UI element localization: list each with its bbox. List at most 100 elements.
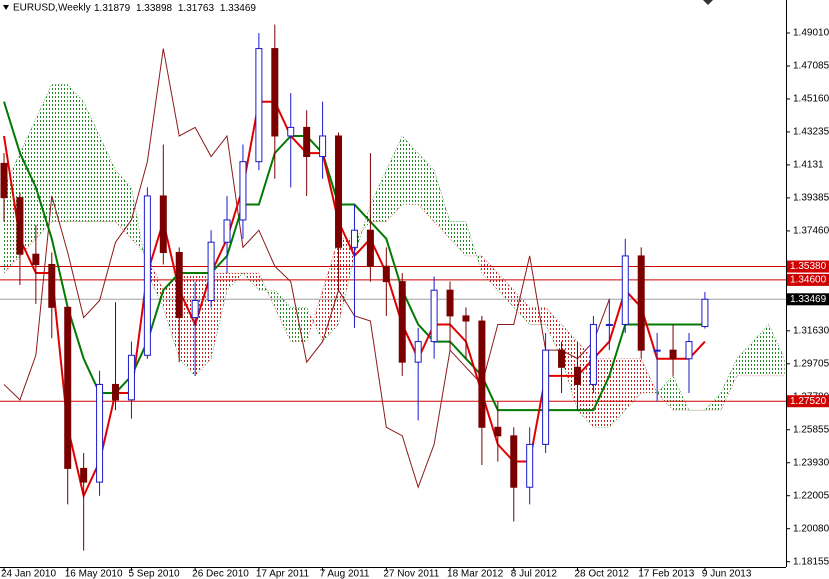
cloud-segment (322, 238, 339, 342)
cloud-segment (4, 153, 20, 274)
x-tick-label: 7 Aug 2011 (320, 569, 370, 579)
x-tick-label: 9 Jun 2013 (702, 569, 752, 579)
cloud-segment (274, 290, 291, 342)
cloud-segment (306, 290, 323, 342)
x-tick-label: 17 Feb 2013 (638, 569, 695, 579)
candle-body (398, 281, 406, 363)
candle-body (350, 229, 358, 248)
cloud-segment (19, 118, 36, 256)
candle-body (701, 298, 709, 328)
candle-body (191, 299, 199, 319)
candle-body (526, 443, 534, 488)
candle-body (175, 251, 183, 319)
cloud-segment (67, 84, 84, 222)
candle-body (80, 467, 88, 483)
symbol-title: EURUSD,Weekly (13, 3, 91, 14)
cloud-segment (497, 273, 514, 308)
candle-body (127, 354, 135, 401)
cloud-segment (561, 324, 578, 411)
candle-body (653, 349, 661, 352)
candle-body (159, 195, 167, 253)
indicator-line (3, 101, 705, 412)
ohlc-header: 1.31879 1.33898 1.31763 1.33469 (94, 3, 256, 14)
candle-body (319, 135, 327, 158)
candle-body (382, 265, 390, 283)
level-label: 1.34600 (790, 275, 827, 286)
y-tick-label: 1.29705 (793, 358, 829, 369)
shift-marker (703, 0, 713, 5)
cloud-segment (720, 358, 737, 411)
y-tick-label: 1.37460 (793, 226, 829, 237)
cloud-segment (768, 324, 785, 376)
cloud-segment (625, 358, 642, 411)
cloud-segment (529, 307, 546, 325)
candle-body (637, 255, 645, 351)
header-high: 1.33898 (136, 3, 173, 14)
cloud-segment (736, 341, 753, 376)
cloud-segment (609, 358, 626, 428)
current-price-box (787, 293, 829, 306)
cloud-segment (545, 307, 562, 359)
cloud-segment (370, 170, 387, 222)
x-tick-label: 8 Jul 2012 (511, 569, 558, 579)
candle-body (430, 289, 438, 343)
candle-body (0, 162, 8, 199)
cloud-span-line (3, 204, 785, 411)
cloud-segment (481, 255, 498, 291)
cloud-segment (83, 101, 100, 222)
level-label: 1.27520 (790, 396, 827, 407)
header-low: 1.31763 (178, 3, 215, 14)
menu-triangle[interactable] (3, 5, 9, 10)
candle-body (366, 229, 374, 267)
header-close: 1.33469 (220, 3, 257, 14)
cloud-segment (195, 273, 212, 376)
plot-area (0, 24, 786, 551)
candle-body (685, 341, 693, 360)
candle-body (143, 195, 151, 356)
candle-body (287, 126, 295, 137)
x-tick-label: 27 Nov 2011 (383, 569, 439, 579)
current-price-label: 1.33469 (790, 294, 827, 305)
candle-body (16, 197, 24, 255)
candle-body (335, 135, 343, 248)
y-tick-label: 1.43235 (793, 127, 829, 138)
y-tick-label: 1.23930 (793, 457, 829, 468)
cloud-span-line (3, 84, 785, 428)
header-open: 1.31879 (94, 3, 131, 14)
x-tick-label: 28 Oct 2012 (574, 569, 629, 579)
level-label: 1.35380 (790, 261, 827, 272)
x-tick-label: 17 Apr 2011 (256, 569, 310, 579)
y-tick-label: 1.39385 (793, 193, 829, 204)
cloud-segment (163, 273, 180, 359)
candle-body (303, 126, 311, 158)
cloud-segment (51, 84, 68, 222)
y-tick-label: 1.18155 (793, 556, 829, 567)
y-tick-label: 1.45160 (793, 94, 829, 105)
candle-body (462, 315, 470, 322)
candle-body (239, 161, 247, 221)
cloud-segment (752, 324, 769, 376)
y-tick-label: 1.47085 (793, 61, 829, 72)
cloud-segment (338, 238, 355, 325)
indicator-line (3, 48, 610, 489)
x-tick-label: 18 Mar 2012 (447, 569, 504, 579)
candle-body (96, 383, 104, 483)
candle-body (271, 48, 279, 137)
candle-body (478, 320, 486, 428)
candle-body (223, 219, 231, 243)
y-tick-label: 1.49010 (793, 28, 829, 39)
candle-body (621, 255, 629, 325)
candle-body (48, 263, 56, 308)
cloud-segment (227, 273, 243, 291)
candle-body (669, 349, 677, 360)
candle-body (573, 366, 581, 385)
candle-body (414, 341, 422, 363)
cloud-segment (450, 221, 466, 256)
cloud-segment (386, 135, 403, 222)
candle-body (446, 289, 454, 317)
axes: 1.49010 1.47085 1.45160 1.43235 1.4131 1.3938… (1, 28, 829, 579)
cloud-segment (402, 135, 419, 205)
y-tick-label: 1.31630 (793, 325, 829, 336)
